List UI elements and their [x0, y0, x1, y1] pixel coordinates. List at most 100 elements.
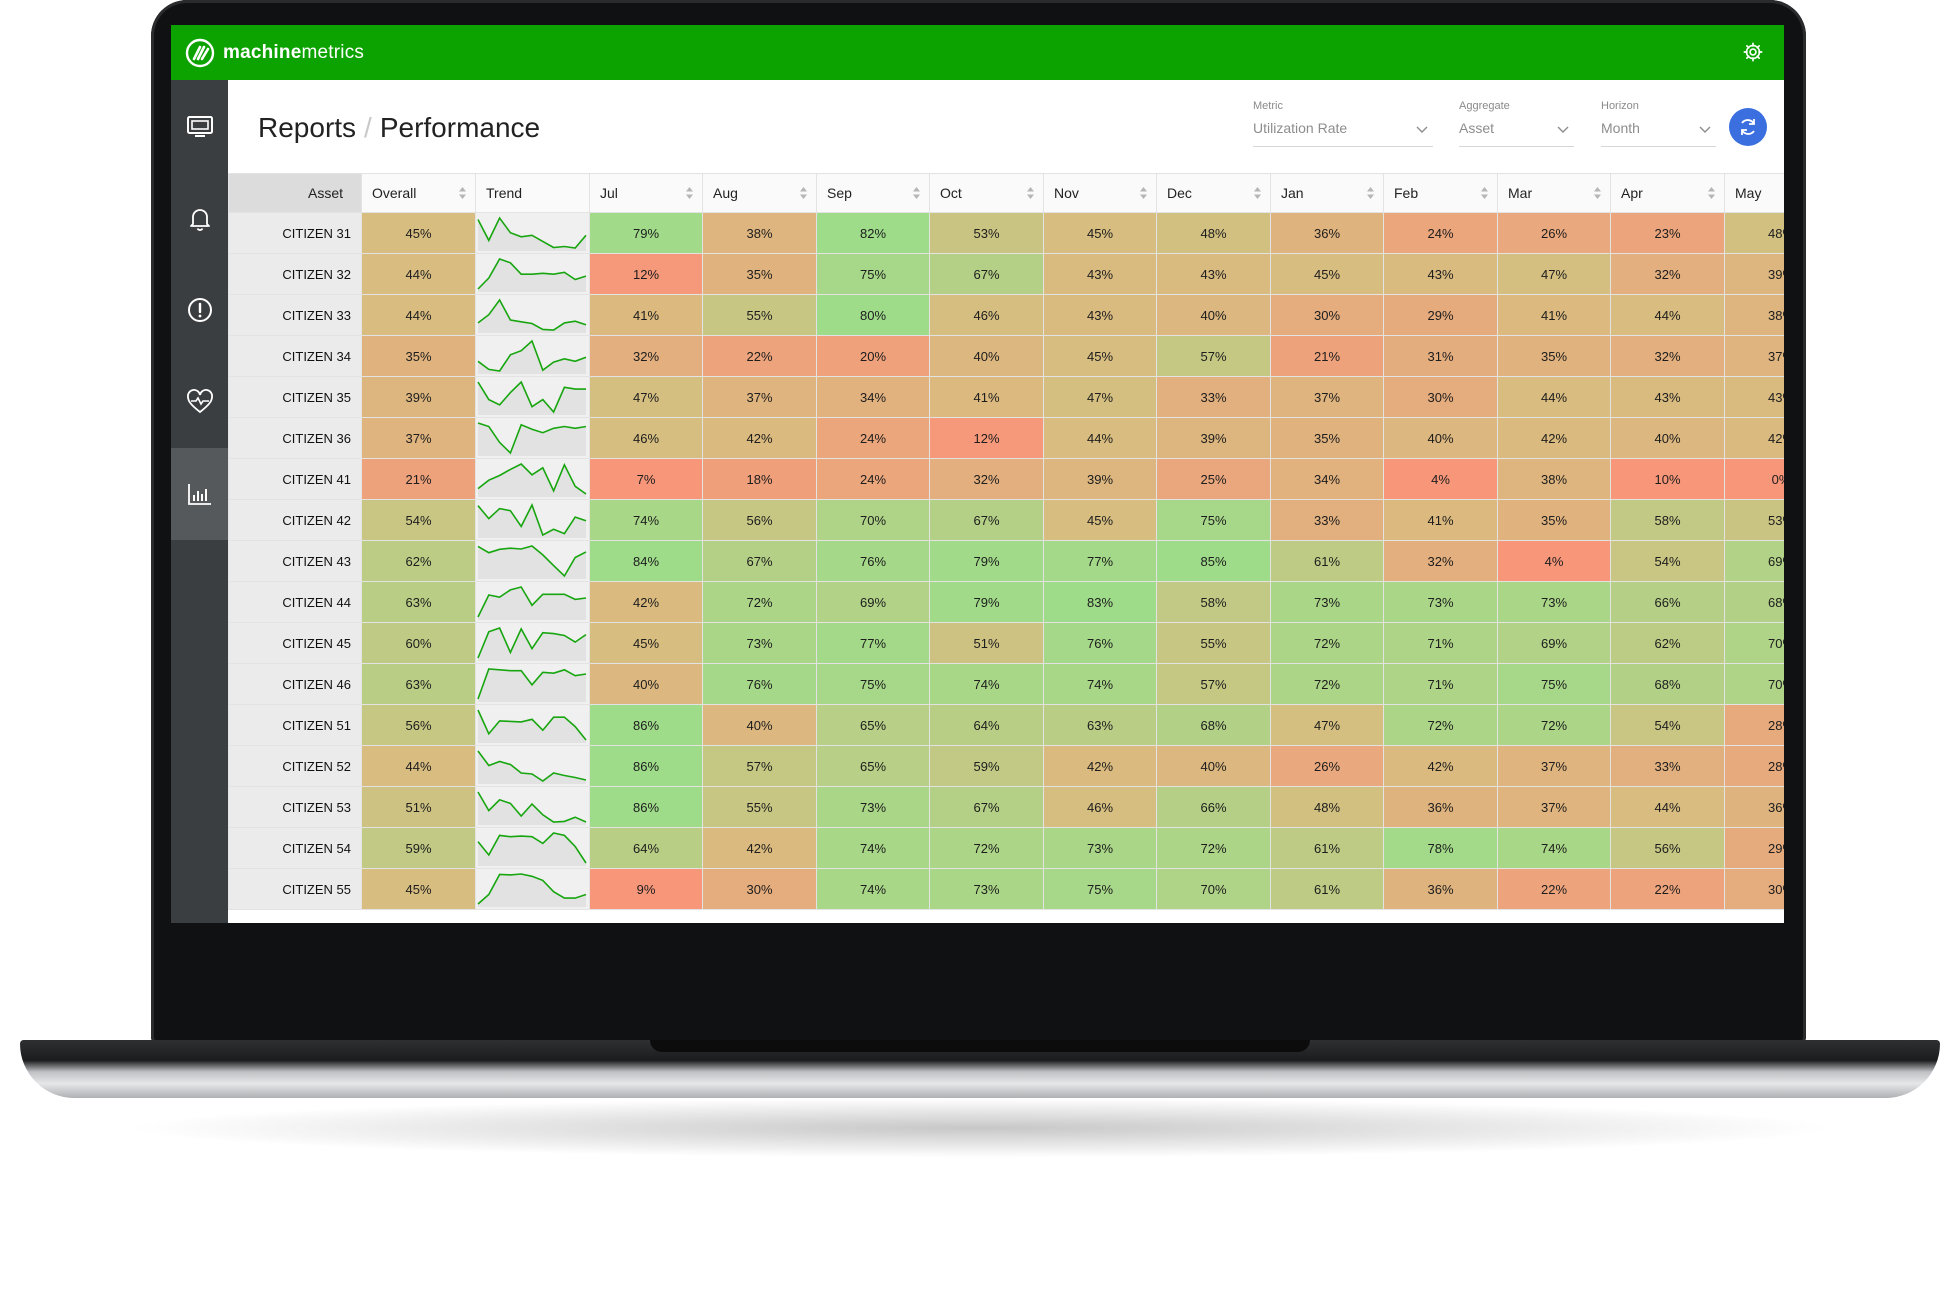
month-cell-feb: 4%	[1383, 458, 1498, 500]
column-header-apr[interactable]: Apr	[1610, 173, 1725, 213]
column-header-may[interactable]: May	[1724, 173, 1784, 213]
month-cell-nov: 44%	[1043, 417, 1157, 459]
aggregate-dropdown[interactable]: Asset	[1459, 120, 1574, 147]
sort-icon[interactable]	[685, 186, 694, 200]
column-header-mar[interactable]: Mar	[1497, 173, 1611, 213]
breadcrumb-reports[interactable]: Reports	[258, 112, 357, 143]
table-row[interactable]: CITIZEN 44 63% 42% 72% 69% 79% 83% 58% 73% 73% 73%…	[228, 581, 1784, 623]
breadcrumb: Reports / Performance	[258, 112, 540, 144]
asset-name[interactable]: CITIZEN 43	[228, 540, 362, 582]
overall-cell: 21%	[361, 458, 476, 500]
month-cell-oct: 32%	[929, 458, 1044, 500]
table-row[interactable]: CITIZEN 32 44% 12% 35% 75% 67% 43% 43% 45% 43% 47%…	[228, 253, 1784, 295]
column-header-dec[interactable]: Dec	[1156, 173, 1271, 213]
sort-icon[interactable]	[1026, 186, 1035, 200]
asset-name[interactable]: CITIZEN 35	[228, 376, 362, 418]
machinemetrics-logo-icon	[185, 38, 215, 67]
asset-name[interactable]: CITIZEN 34	[228, 335, 362, 377]
table-row[interactable]: CITIZEN 41 21% 7% 18% 24% 32% 39% 25% 34% 4% 38% 10…	[228, 458, 1784, 500]
sort-icon[interactable]	[1253, 186, 1262, 200]
sort-icon[interactable]	[1480, 186, 1489, 200]
asset-name[interactable]: CITIZEN 51	[228, 704, 362, 746]
trend-sparkline	[477, 626, 587, 661]
month-cell-jul: 86%	[589, 704, 703, 746]
column-header-label: Sep	[827, 185, 852, 201]
asset-name[interactable]: CITIZEN 46	[228, 663, 362, 705]
asset-name[interactable]: CITIZEN 52	[228, 745, 362, 787]
column-header-nov[interactable]: Nov	[1043, 173, 1157, 213]
table-row[interactable]: CITIZEN 52 44% 86% 57% 65% 59% 42% 40% 26% 42% 37%…	[228, 745, 1784, 787]
trend-sparkline-cell	[475, 663, 590, 705]
sort-icon[interactable]	[458, 186, 467, 200]
month-cell-oct: 53%	[929, 212, 1044, 254]
table-row[interactable]: CITIZEN 54 59% 64% 42% 74% 72% 73% 72% 61% 78% 74%…	[228, 827, 1784, 869]
column-header-trend[interactable]: Trend	[475, 173, 590, 213]
sidebar-item-health[interactable]	[171, 356, 228, 448]
trend-area	[478, 874, 586, 907]
month-cell-sep: 65%	[816, 704, 930, 746]
month-cell-aug: 35%	[702, 253, 817, 295]
column-header-jan[interactable]: Jan	[1270, 173, 1384, 213]
table-row[interactable]: CITIZEN 53 51% 86% 55% 73% 67% 46% 66% 48% 36% 37%…	[228, 786, 1784, 828]
asset-name[interactable]: CITIZEN 36	[228, 417, 362, 459]
sort-icon[interactable]	[1593, 186, 1602, 200]
aggregate-select[interactable]: Aggregate Asset	[1459, 100, 1574, 147]
refresh-button[interactable]	[1729, 108, 1767, 146]
month-cell-apr: 10%	[1610, 458, 1725, 500]
column-header-aug[interactable]: Aug	[702, 173, 817, 213]
metric-dropdown[interactable]: Utilization Rate	[1253, 120, 1433, 147]
table-row[interactable]: CITIZEN 42 54% 74% 56% 70% 67% 45% 75% 33% 41% 35%…	[228, 499, 1784, 541]
gear-icon[interactable]	[1742, 41, 1764, 63]
sort-icon[interactable]	[912, 186, 921, 200]
overall-cell: 44%	[361, 745, 476, 787]
column-header-overall[interactable]: Overall	[361, 173, 476, 213]
month-cell-aug: 76%	[702, 663, 817, 705]
month-cell-sep: 70%	[816, 499, 930, 541]
asset-name[interactable]: CITIZEN 41	[228, 458, 362, 500]
month-cell-jul: 45%	[589, 622, 703, 664]
table-row[interactable]: CITIZEN 33 44% 41% 55% 80% 46% 43% 40% 30% 29% 41%…	[228, 294, 1784, 336]
horizon-select[interactable]: Horizon Month	[1601, 100, 1716, 147]
sort-icon[interactable]	[1707, 186, 1716, 200]
asset-name[interactable]: CITIZEN 55	[228, 868, 362, 910]
metric-select[interactable]: Metric Utilization Rate	[1253, 100, 1433, 147]
asset-name[interactable]: CITIZEN 33	[228, 294, 362, 336]
sort-icon[interactable]	[799, 186, 808, 200]
table-row[interactable]: CITIZEN 31 45% 79% 38% 82% 53% 45% 48% 36% 24% 26%…	[228, 212, 1784, 254]
column-header-jul[interactable]: Jul	[589, 173, 703, 213]
month-cell-sep: 24%	[816, 458, 930, 500]
asset-name[interactable]: CITIZEN 53	[228, 786, 362, 828]
asset-name[interactable]: CITIZEN 44	[228, 581, 362, 623]
table-row[interactable]: CITIZEN 36 37% 46% 42% 24% 12% 44% 39% 35% 40% 42%…	[228, 417, 1784, 459]
month-cell-dec: 72%	[1156, 827, 1271, 869]
table-row[interactable]: CITIZEN 34 35% 32% 22% 20% 40% 45% 57% 21% 31% 35%…	[228, 335, 1784, 377]
sort-icon[interactable]	[1366, 186, 1375, 200]
month-cell-feb: 40%	[1383, 417, 1498, 459]
sort-icon[interactable]	[1139, 186, 1148, 200]
asset-name[interactable]: CITIZEN 31	[228, 212, 362, 254]
sidebar-item-monitor[interactable]	[171, 80, 228, 172]
asset-name[interactable]: CITIZEN 54	[228, 827, 362, 869]
table-row[interactable]: CITIZEN 55 45% 9% 30% 74% 73% 75% 70% 61% 36% 22% 2…	[228, 868, 1784, 910]
table-row[interactable]: CITIZEN 51 56% 86% 40% 65% 64% 63% 68% 47% 72% 72%…	[228, 704, 1784, 746]
asset-name[interactable]: CITIZEN 32	[228, 253, 362, 295]
table-row[interactable]: CITIZEN 46 63% 40% 76% 75% 74% 74% 57% 72% 71% 75%…	[228, 663, 1784, 705]
column-header-oct[interactable]: Oct	[929, 173, 1044, 213]
brand-logo[interactable]: machinemetrics	[185, 38, 364, 68]
column-header-sep[interactable]: Sep	[816, 173, 930, 213]
month-cell-sep: 80%	[816, 294, 930, 336]
sidebar-item-notifications[interactable]	[171, 172, 228, 264]
table-row[interactable]: CITIZEN 43 62% 84% 67% 76% 79% 77% 85% 61% 32% 4% 5…	[228, 540, 1784, 582]
sidebar-item-alerts[interactable]	[171, 264, 228, 356]
horizon-dropdown[interactable]: Month	[1601, 120, 1716, 147]
table-row[interactable]: CITIZEN 45 60% 45% 73% 77% 51% 76% 55% 72% 71% 69%…	[228, 622, 1784, 664]
column-header-asset[interactable]: Asset	[228, 173, 362, 213]
asset-name[interactable]: CITIZEN 45	[228, 622, 362, 664]
column-header-feb[interactable]: Feb	[1383, 173, 1498, 213]
asset-name[interactable]: CITIZEN 42	[228, 499, 362, 541]
month-cell-may: 42%	[1724, 417, 1784, 459]
laptop-shadow	[120, 1098, 1840, 1158]
month-cell-oct: 79%	[929, 540, 1044, 582]
sidebar-item-reports[interactable]	[171, 448, 228, 540]
table-row[interactable]: CITIZEN 35 39% 47% 37% 34% 41% 47% 33% 37% 30% 44%…	[228, 376, 1784, 418]
